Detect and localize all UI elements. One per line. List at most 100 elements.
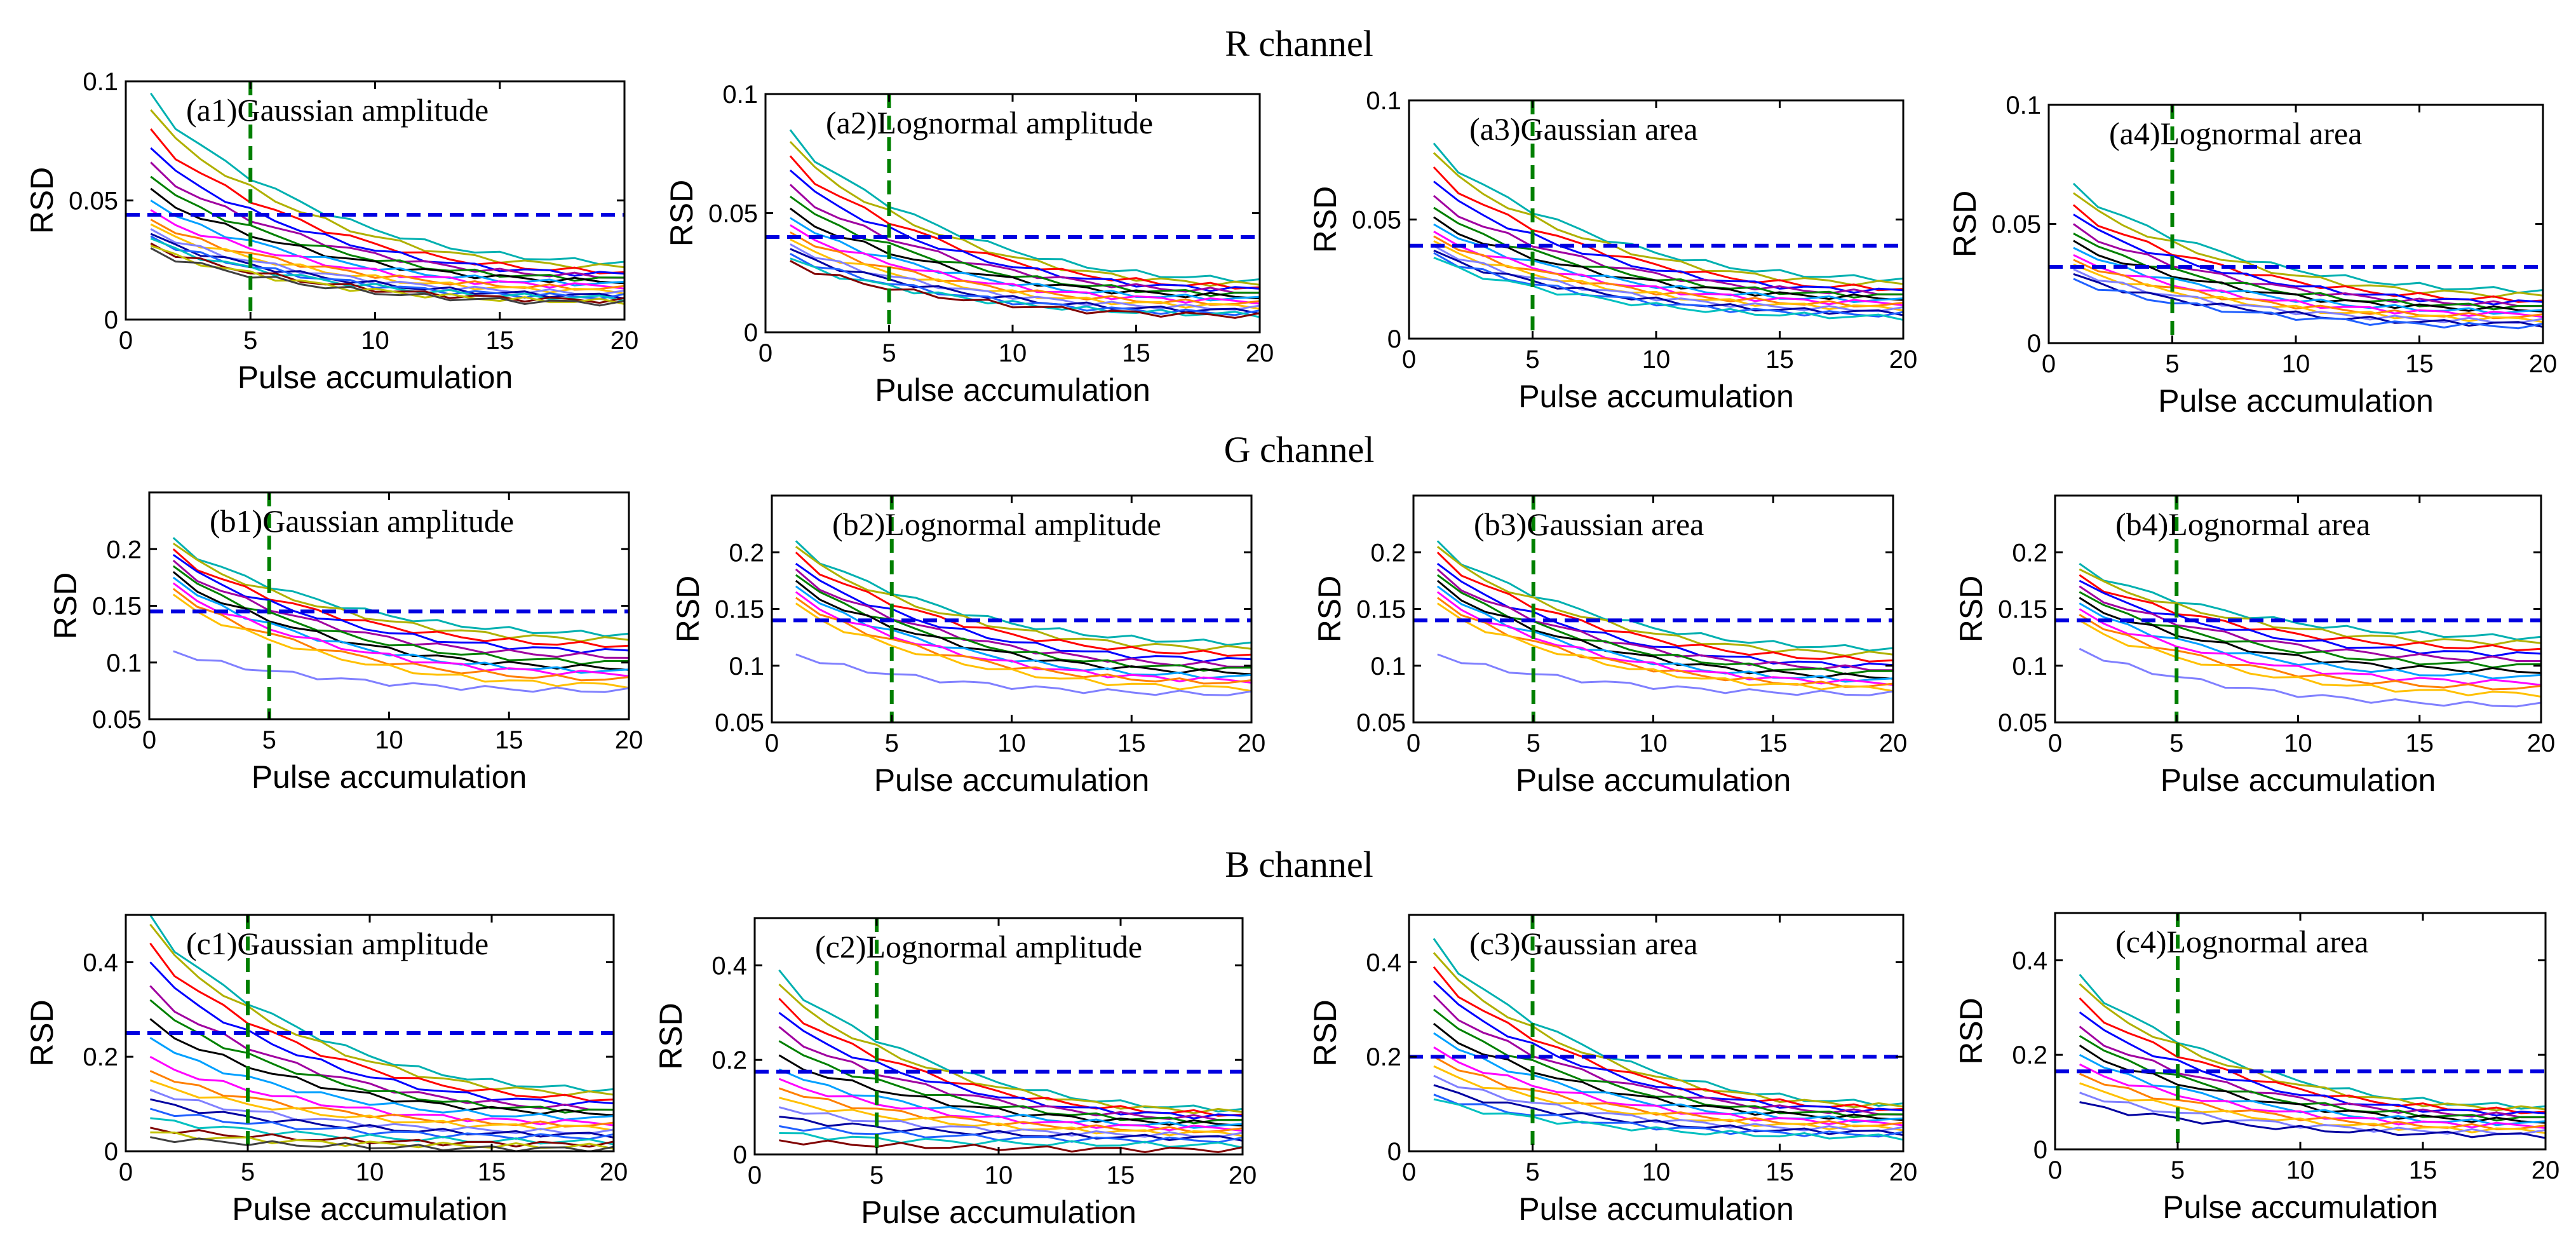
series-line: [150, 209, 624, 290]
series-line: [149, 942, 614, 1102]
series-line: [1433, 1065, 1903, 1132]
series-line: [150, 223, 624, 295]
series-line: [2079, 597, 2541, 674]
y-tick-label: 0: [733, 1141, 747, 1169]
x-tick-label: 0: [1406, 729, 1420, 757]
series-line: [1436, 546, 1893, 657]
series-line: [1433, 152, 1903, 287]
series-line: [150, 247, 624, 307]
series-line: [149, 1070, 614, 1128]
series-line: [778, 1054, 1243, 1126]
series-line: [2079, 602, 2541, 680]
series-line: [1436, 574, 1893, 675]
x-axis-label: Pulse accumulation: [1518, 379, 1794, 414]
y-axis-label: RSD: [664, 180, 699, 247]
panel-c1: 0 5 10 15 20 0 0.2 0.4 (c1)Gaussian amplitude Pul…: [24, 914, 628, 1227]
series-line: [2079, 579, 2541, 658]
x-axis-label: Pulse accumulation: [861, 1194, 1136, 1230]
series-line: [1433, 1074, 1903, 1132]
y-tick-label: 0.05: [1998, 709, 2047, 737]
x-tick-label: 15: [2406, 729, 2434, 757]
x-tick-label: 10: [1639, 729, 1668, 757]
series-line: [2079, 574, 2541, 652]
series-line: [2079, 1011, 2546, 1117]
series-line: [150, 200, 624, 287]
series-line: [795, 591, 1251, 684]
series-line: [2079, 1025, 2546, 1119]
series-line: [789, 129, 1260, 283]
series-line: [2079, 614, 2541, 691]
x-tick-label: 0: [119, 1158, 133, 1186]
panel-a1: 0 5 10 15 20 0 0.05 0.1 (a1)Gaussian amplitude Pu…: [24, 68, 638, 395]
series-line: [1433, 980, 1903, 1114]
x-tick-label: 10: [375, 726, 403, 754]
series-line: [2079, 585, 2541, 663]
series-line: [795, 653, 1251, 696]
series-line: [172, 593, 629, 689]
y-axis-label: RSD: [1947, 191, 1983, 258]
series-line: [149, 1037, 614, 1121]
panel-title: (b4)Lognormal area: [2115, 506, 2370, 542]
panel-title: (a1)Gaussian amplitude: [186, 92, 489, 128]
series-line: [2079, 608, 2541, 686]
series-line: [1436, 562, 1893, 668]
y-tick-label: 0.05: [708, 200, 758, 228]
series-line: [2079, 1082, 2546, 1134]
y-tick-label: 0.2: [1370, 539, 1406, 567]
series-line: [789, 169, 1260, 292]
series-line: [790, 238, 1260, 310]
panel-b3: 0 5 10 15 20 0.05 0.1 0.15 0.2 (b3)Gaussian area P…: [1312, 494, 1907, 798]
series-line: [2073, 223, 2543, 308]
series-line: [1433, 1055, 1903, 1128]
series-line: [149, 1088, 614, 1135]
series-line: [778, 1040, 1243, 1125]
x-tick-label: 5: [2165, 350, 2179, 378]
series-line: [1433, 216, 1903, 301]
series-line: [1433, 194, 1903, 295]
x-tick-label: 20: [1229, 1161, 1257, 1189]
x-tick-label: 5: [882, 339, 896, 367]
series-line: [790, 248, 1260, 315]
y-tick-label: 0.2: [1366, 1043, 1401, 1071]
series-line: [149, 1107, 614, 1140]
series-line: [2072, 182, 2543, 294]
x-tick-label: 5: [2171, 1156, 2185, 1184]
series-line: [2079, 983, 2546, 1112]
y-tick-label: 0: [104, 306, 118, 334]
series-line: [1433, 1046, 1903, 1126]
y-tick-label: 0: [2027, 330, 2041, 358]
panel-a4: 0 5 10 15 20 0 0.05 0.1 (a4)Lognormal area Pulse …: [1947, 91, 2557, 419]
series-line: [2073, 273, 2543, 328]
series-line: [149, 923, 614, 1097]
x-axis-label: Pulse accumulation: [2161, 762, 2436, 798]
x-tick-label: 5: [243, 327, 257, 355]
x-tick-label: 5: [885, 729, 899, 757]
series-line: [779, 1125, 1243, 1144]
y-tick-label: 0.1: [722, 81, 758, 109]
series-line: [172, 588, 629, 682]
row-title-g: G channel: [1224, 429, 1375, 470]
x-tick-label: 15: [2405, 350, 2434, 378]
y-tick-label: 0.05: [69, 187, 118, 215]
series-line: [2073, 263, 2543, 323]
x-tick-label: 20: [1246, 339, 1274, 367]
x-tick-label: 15: [1107, 1161, 1135, 1189]
series-group: [1433, 938, 1903, 1141]
x-tick-label: 0: [748, 1161, 762, 1189]
series-line: [790, 207, 1260, 300]
series-line: [795, 562, 1251, 663]
row-title-b: B channel: [1225, 844, 1373, 885]
series-line: [2079, 1072, 2546, 1131]
series-line: [2079, 562, 2541, 641]
panels: 0 5 10 15 20 0 0.05 0.1 (a1)Gaussian amplitude Pu…: [24, 68, 2559, 1230]
y-tick-label: 0.2: [106, 536, 142, 564]
series-line: [1436, 551, 1893, 663]
x-axis-label: Pulse accumulation: [2158, 383, 2434, 419]
x-axis-label: Pulse accumulation: [874, 762, 1150, 798]
series-group: [1436, 540, 1893, 696]
y-tick-label: 0: [1387, 325, 1401, 353]
series-line: [2079, 1101, 2546, 1139]
y-tick-label: 0.05: [715, 709, 764, 737]
x-tick-label: 15: [1122, 339, 1150, 367]
